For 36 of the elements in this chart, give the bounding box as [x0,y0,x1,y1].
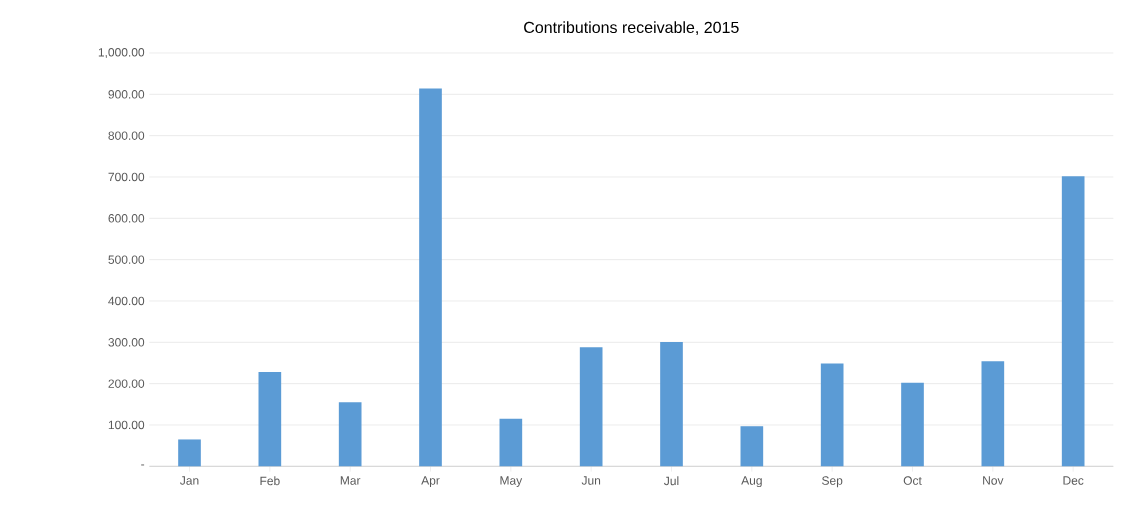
bar [740,426,764,467]
x-tick-label: Feb [260,476,280,486]
x-tick-label: Oct [903,476,922,485]
x-tick-label: Jun [581,476,601,485]
x-tick-label: Aug [741,476,762,488]
y-tick-label: 800.00 [108,131,145,140]
x-tick-label: Mar [340,476,361,485]
y-tick-label: 700.00 [108,172,145,182]
y-tick-label: 600.00 [108,214,145,223]
x-tick-label: Nov [983,476,1004,485]
bar [338,402,362,467]
x-tick-label: Dec [1063,476,1084,485]
y-tick-label: 1,000.00 [98,48,145,58]
y-tick-label: 400.00 [108,296,145,306]
bar [901,382,924,467]
bar [579,347,603,467]
y-tick-label: 500.00 [108,255,145,264]
bar [258,372,282,467]
x-tick-label: Jan [180,476,199,485]
chart-title: Contributions receivable, 2015 [524,21,739,35]
y-tick-label: 300.00 [108,338,145,347]
bar [178,439,201,467]
x-tick-label: Apr [421,476,440,488]
bar [499,418,523,467]
bar [820,363,844,467]
bar [660,341,683,467]
bar [1061,176,1085,467]
bar [419,88,442,467]
y-tick-label: 100.00 [108,420,145,430]
y-tick-label: 900.00 [108,90,145,99]
y-tick-label: 200.00 [108,379,145,388]
bar [981,361,1005,467]
y-tick-label: - [141,464,145,466]
x-tick-label: Jul [664,476,679,486]
x-tick-label: May [500,476,523,488]
x-tick-label: Sep [822,476,843,488]
